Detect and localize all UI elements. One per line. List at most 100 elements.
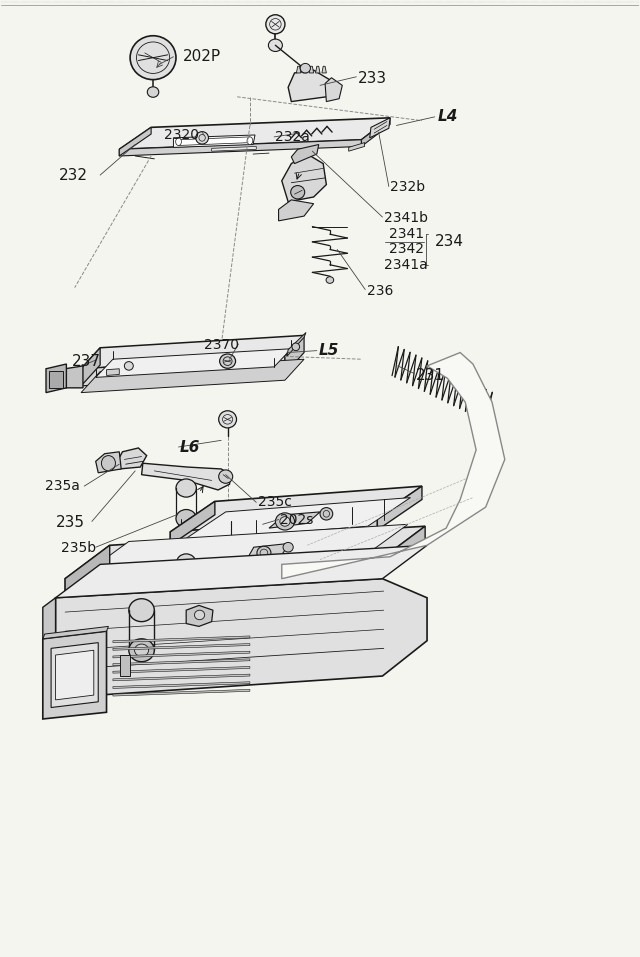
Polygon shape: [212, 146, 256, 151]
Polygon shape: [81, 359, 304, 392]
Polygon shape: [325, 78, 342, 101]
Polygon shape: [43, 627, 108, 639]
Polygon shape: [43, 598, 56, 705]
Polygon shape: [117, 448, 147, 469]
Polygon shape: [113, 643, 250, 650]
Ellipse shape: [129, 639, 154, 661]
Ellipse shape: [280, 517, 290, 526]
Polygon shape: [65, 545, 109, 598]
Polygon shape: [46, 364, 67, 392]
Ellipse shape: [124, 362, 133, 370]
Polygon shape: [344, 560, 358, 570]
Ellipse shape: [129, 599, 154, 622]
Polygon shape: [282, 154, 326, 202]
Bar: [120, 655, 130, 676]
Polygon shape: [119, 118, 390, 149]
Polygon shape: [309, 66, 314, 73]
Polygon shape: [378, 486, 422, 530]
Polygon shape: [84, 524, 408, 574]
Polygon shape: [81, 335, 304, 368]
Text: 232b: 232b: [390, 181, 425, 194]
Ellipse shape: [176, 478, 196, 497]
Text: 233: 233: [358, 71, 387, 86]
Text: 235: 235: [56, 515, 84, 530]
Ellipse shape: [291, 186, 305, 199]
Text: 2341b: 2341b: [384, 211, 428, 225]
Text: L4: L4: [438, 109, 458, 124]
Polygon shape: [316, 66, 320, 73]
Polygon shape: [113, 681, 250, 688]
Text: 235c: 235c: [257, 496, 291, 509]
Polygon shape: [56, 650, 94, 700]
Polygon shape: [170, 517, 378, 545]
Ellipse shape: [283, 543, 293, 552]
Polygon shape: [173, 135, 255, 147]
Ellipse shape: [247, 137, 253, 145]
Polygon shape: [113, 666, 250, 673]
Text: 236: 236: [367, 283, 393, 298]
Polygon shape: [119, 127, 151, 156]
Text: 202P: 202P: [183, 49, 221, 64]
Ellipse shape: [176, 509, 196, 527]
Polygon shape: [287, 332, 306, 356]
Ellipse shape: [275, 513, 294, 530]
Polygon shape: [65, 366, 83, 388]
Polygon shape: [113, 689, 250, 696]
Text: 2341: 2341: [389, 227, 424, 241]
Text: 235b: 235b: [61, 541, 96, 555]
Bar: [198, 568, 209, 579]
Ellipse shape: [257, 546, 271, 560]
Polygon shape: [113, 674, 250, 680]
Ellipse shape: [266, 14, 285, 33]
Polygon shape: [43, 632, 106, 719]
Polygon shape: [113, 636, 250, 643]
Ellipse shape: [300, 63, 310, 73]
Text: 2370: 2370: [204, 338, 239, 352]
Polygon shape: [96, 452, 121, 473]
Polygon shape: [269, 512, 320, 528]
Polygon shape: [56, 545, 427, 598]
Text: 2320: 2320: [164, 128, 199, 142]
Bar: [49, 370, 63, 388]
Polygon shape: [186, 606, 213, 627]
Ellipse shape: [130, 35, 176, 79]
Polygon shape: [278, 200, 314, 221]
Ellipse shape: [292, 343, 300, 350]
Polygon shape: [381, 526, 425, 579]
Polygon shape: [322, 66, 326, 73]
Text: 237: 237: [72, 354, 100, 368]
Polygon shape: [141, 463, 231, 490]
Polygon shape: [303, 66, 307, 73]
Ellipse shape: [175, 138, 181, 145]
Polygon shape: [170, 486, 422, 532]
Ellipse shape: [219, 411, 237, 428]
Polygon shape: [282, 352, 505, 579]
Polygon shape: [51, 643, 99, 707]
Polygon shape: [349, 143, 365, 151]
Polygon shape: [370, 118, 390, 138]
Polygon shape: [113, 651, 250, 657]
Ellipse shape: [195, 611, 205, 620]
Polygon shape: [285, 335, 304, 373]
Polygon shape: [56, 579, 427, 698]
Text: 232a: 232a: [275, 130, 310, 144]
Text: 2342: 2342: [389, 242, 424, 256]
Ellipse shape: [320, 507, 333, 520]
Polygon shape: [288, 70, 330, 101]
Text: L5: L5: [319, 344, 339, 358]
Text: 232: 232: [59, 167, 88, 183]
Ellipse shape: [196, 132, 209, 145]
Polygon shape: [119, 140, 362, 156]
Polygon shape: [170, 501, 215, 545]
Text: 2341a: 2341a: [384, 257, 428, 272]
Text: L6: L6: [180, 439, 200, 455]
Polygon shape: [96, 348, 291, 377]
Polygon shape: [113, 658, 250, 665]
Polygon shape: [291, 145, 319, 164]
Polygon shape: [65, 560, 381, 598]
Text: 202s: 202s: [280, 514, 314, 527]
Polygon shape: [246, 544, 289, 560]
Ellipse shape: [134, 644, 148, 657]
Polygon shape: [81, 347, 100, 386]
Ellipse shape: [179, 524, 193, 537]
